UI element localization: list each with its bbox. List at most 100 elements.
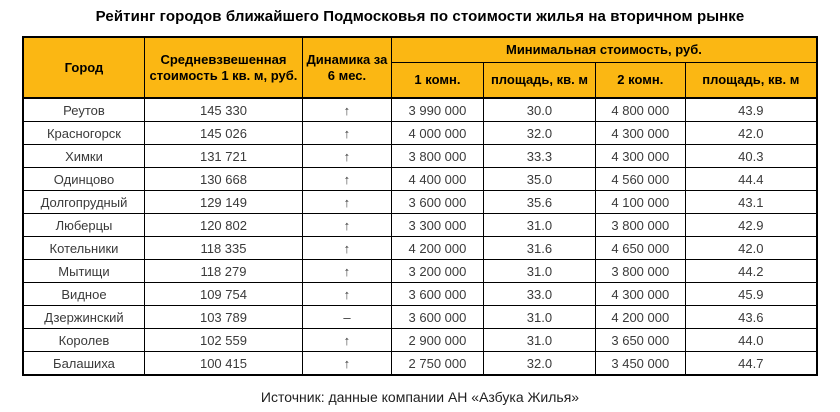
cell-one-room-area: 31.0	[482, 259, 596, 283]
cell-city: Балашиха	[22, 351, 145, 376]
table-body: Реутов 145 330 ↑ 3 990 000 30.0 4 800 000 43.9…	[22, 97, 818, 376]
cell-one-room-area: 31.0	[482, 213, 596, 237]
cell-avg-price: 130 668	[143, 167, 303, 191]
cell-one-room-area: 30.0	[482, 97, 596, 122]
source-caption: Источник: данные компании АН «Азбука Жил…	[260, 389, 580, 405]
cell-dynamics: –	[301, 305, 392, 329]
cell-dynamics: ↑	[301, 213, 392, 237]
cell-avg-price: 118 279	[143, 259, 303, 283]
table-row: Котельники 118 335 ↑ 4 200 000 31.6 4 650 000…	[22, 236, 818, 260]
cell-two-room-price: 3 800 000	[594, 213, 686, 237]
cell-one-room-price: 3 600 000	[390, 305, 484, 329]
cell-two-room-price: 4 300 000	[594, 282, 686, 306]
cell-one-room-price: 3 600 000	[390, 282, 484, 306]
header-dynamics: Динамика за 6 мес.	[301, 36, 392, 99]
table-row: Химки 131 721 ↑ 3 800 000 33.3 4 300 000 40.3	[22, 144, 818, 168]
cell-one-room-area: 31.6	[482, 236, 596, 260]
cell-two-room-area: 44.4	[684, 167, 818, 191]
cell-one-room-area: 31.0	[482, 328, 596, 352]
header-avg-price: Средневзвешенная стоимость 1 кв. м, руб.	[143, 36, 303, 99]
cell-city: Одинцово	[22, 167, 145, 191]
cell-one-room-area: 33.0	[482, 282, 596, 306]
cell-city: Люберцы	[22, 213, 145, 237]
cell-two-room-area: 45.9	[684, 282, 818, 306]
cell-avg-price: 109 754	[143, 282, 303, 306]
cell-one-room-area: 35.6	[482, 190, 596, 214]
header-city: Город	[22, 36, 145, 99]
cell-two-room-price: 4 650 000	[594, 236, 686, 260]
cell-city: Реутов	[22, 97, 145, 122]
cell-two-room-area: 42.9	[684, 213, 818, 237]
cell-two-room-area: 44.2	[684, 259, 818, 283]
header-row-top: Город Средневзвешенная стоимость 1 кв. м…	[22, 36, 818, 99]
table-row: Мытищи 118 279 ↑ 3 200 000 31.0 3 800 000 44.2	[22, 259, 818, 283]
cell-avg-price: 118 335	[143, 236, 303, 260]
cell-one-room-area: 33.3	[482, 144, 596, 168]
cell-dynamics: ↑	[301, 282, 392, 306]
cell-city: Мытищи	[22, 259, 145, 283]
cell-two-room-area: 44.7	[684, 351, 818, 376]
cell-dynamics: ↑	[301, 167, 392, 191]
cell-avg-price: 102 559	[143, 328, 303, 352]
cell-city: Долгопрудный	[22, 190, 145, 214]
cell-dynamics: ↑	[301, 121, 392, 145]
cell-one-room-price: 3 600 000	[390, 190, 484, 214]
table-row: Королев 102 559 ↑ 2 900 000 31.0 3 650 000 44.…	[22, 328, 818, 352]
cell-avg-price: 103 789	[143, 305, 303, 329]
page-title: Рейтинг городов ближайшего Подмосковья п…	[95, 8, 745, 25]
cell-city: Королев	[22, 328, 145, 352]
cell-one-room-price: 4 400 000	[390, 167, 484, 191]
housing-price-table: Город Средневзвешенная стоимость 1 кв. м…	[22, 36, 818, 376]
header-two-room-area: площадь, кв. м	[684, 62, 818, 99]
cell-avg-price: 129 149	[143, 190, 303, 214]
cell-avg-price: 120 802	[143, 213, 303, 237]
cell-two-room-area: 42.0	[684, 236, 818, 260]
cell-two-room-price: 4 200 000	[594, 305, 686, 329]
cell-one-room-price: 4 200 000	[390, 236, 484, 260]
cell-one-room-price: 2 750 000	[390, 351, 484, 376]
cell-one-room-area: 32.0	[482, 121, 596, 145]
table-row: Балашиха 100 415 ↑ 2 750 000 32.0 3 450 000 44…	[22, 351, 818, 376]
table-row: Люберцы 120 802 ↑ 3 300 000 31.0 3 800 000 42.…	[22, 213, 818, 237]
cell-dynamics: ↑	[301, 190, 392, 214]
cell-one-room-price: 4 000 000	[390, 121, 484, 145]
cell-two-room-price: 4 300 000	[594, 144, 686, 168]
table-header: Город Средневзвешенная стоимость 1 кв. м…	[22, 36, 818, 99]
header-min-price-group: Минимальная стоимость, руб.	[390, 36, 818, 63]
header-row-sub: 1 комн. площадь, кв. м 2 комн. площадь, …	[23, 62, 818, 99]
cell-two-room-price: 4 100 000	[594, 190, 686, 214]
cell-city: Видное	[22, 282, 145, 306]
cell-one-room-price: 2 900 000	[390, 328, 484, 352]
cell-two-room-price: 4 800 000	[594, 97, 686, 122]
cell-avg-price: 145 330	[143, 97, 303, 122]
cell-avg-price: 145 026	[143, 121, 303, 145]
cell-two-room-price: 3 800 000	[594, 259, 686, 283]
cell-one-room-price: 3 200 000	[390, 259, 484, 283]
cell-dynamics: ↑	[301, 236, 392, 260]
cell-two-room-area: 40.3	[684, 144, 818, 168]
cell-two-room-area: 43.1	[684, 190, 818, 214]
cell-one-room-price: 3 990 000	[390, 97, 484, 122]
cell-two-room-price: 3 650 000	[594, 328, 686, 352]
cell-avg-price: 100 415	[143, 351, 303, 376]
cell-two-room-price: 3 450 000	[594, 351, 686, 376]
table-row: Дзержинский 103 789–3 600 000 31.0 4 200 00…	[22, 305, 818, 329]
cell-dynamics: ↑	[301, 351, 392, 376]
cell-two-room-area: 42.0	[684, 121, 818, 145]
cell-dynamics: ↑	[301, 97, 392, 122]
table-row: Долгопрудный 129 149 ↑ 3 600 000 35.6 4 100 0…	[22, 190, 818, 214]
cell-two-room-area: 44.0	[684, 328, 818, 352]
cell-city: Котельники	[22, 236, 145, 260]
cell-one-room-price: 3 300 000	[390, 213, 484, 237]
header-two-room: 2 комн.	[594, 62, 686, 99]
table-row: Красногорск 145 026 ↑ 4 000 000 32.0 4 300 00…	[22, 121, 818, 145]
cell-one-room-area: 35.0	[482, 167, 596, 191]
cell-city: Красногорск	[22, 121, 145, 145]
cell-city: Дзержинский	[22, 305, 145, 329]
header-one-room: 1 комн.	[390, 62, 484, 99]
table-row: Видное 109 754 ↑ 3 600 000 33.0 4 300 000 45.9	[22, 282, 818, 306]
cell-city: Химки	[22, 144, 145, 168]
table-row: Реутов 145 330 ↑ 3 990 000 30.0 4 800 000 43.9	[22, 97, 818, 122]
cell-dynamics: ↑	[301, 144, 392, 168]
